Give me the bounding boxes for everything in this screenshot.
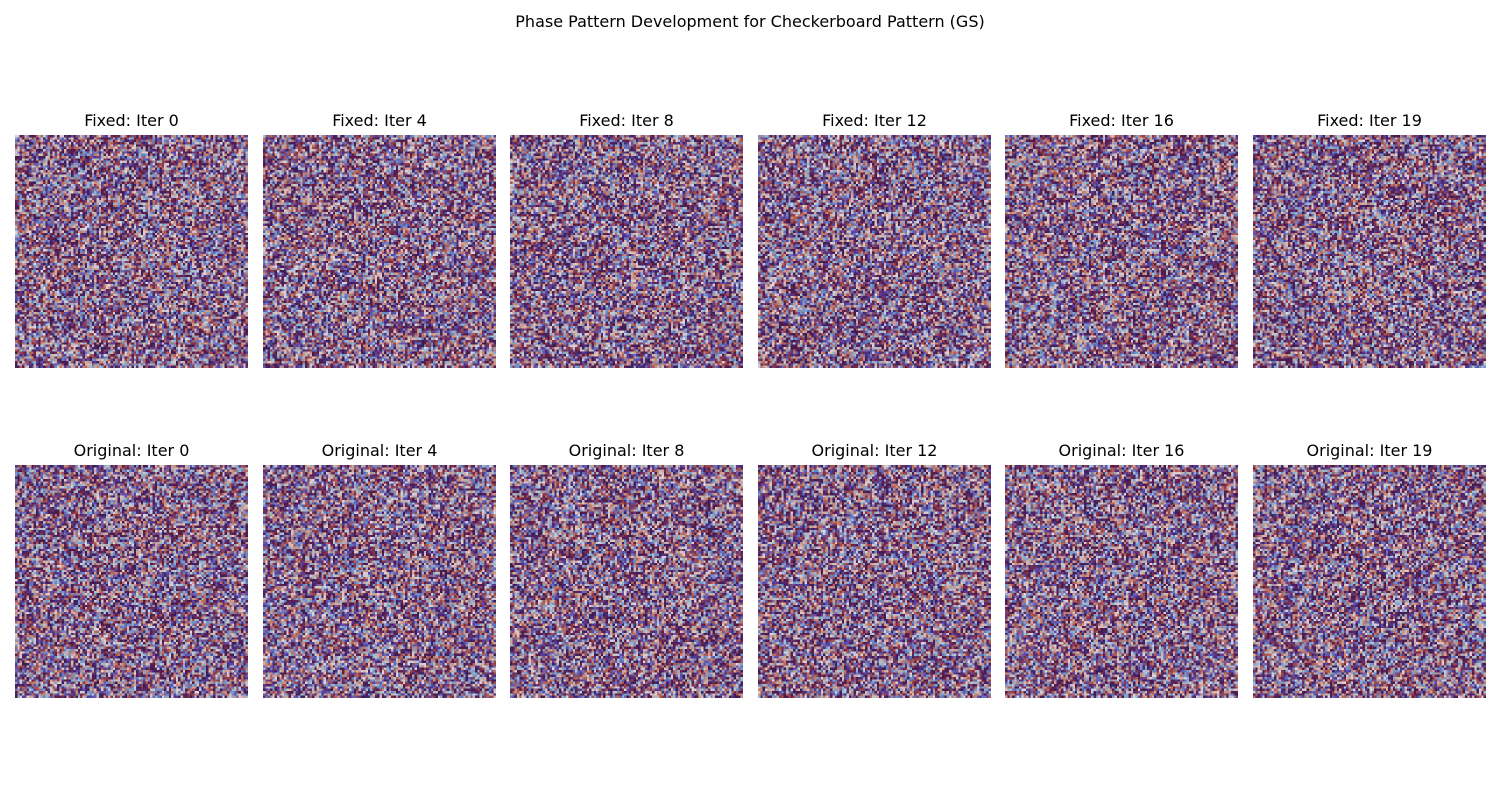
panel-title: Fixed: Iter 19 bbox=[1317, 111, 1422, 130]
panel-title: Original: Iter 16 bbox=[1058, 441, 1185, 460]
phase-map-fixed-iter-12 bbox=[758, 135, 991, 368]
phase-map-fixed-iter-0 bbox=[15, 135, 248, 368]
phase-map-original-iter-19 bbox=[1253, 465, 1486, 698]
phase-map-original-iter-4 bbox=[263, 465, 496, 698]
panel-title: Original: Iter 8 bbox=[568, 441, 685, 460]
panel-title: Fixed: Iter 12 bbox=[822, 111, 927, 130]
phase-map-fixed-iter-16 bbox=[1005, 135, 1238, 368]
panel-title: Original: Iter 4 bbox=[321, 441, 438, 460]
panel-title: Fixed: Iter 8 bbox=[579, 111, 674, 130]
panel-title: Fixed: Iter 16 bbox=[1069, 111, 1174, 130]
panel-title: Original: Iter 19 bbox=[1306, 441, 1433, 460]
phase-map-original-iter-16 bbox=[1005, 465, 1238, 698]
phase-map-fixed-iter-19 bbox=[1253, 135, 1486, 368]
phase-map-original-iter-0 bbox=[15, 465, 248, 698]
phase-map-original-iter-12 bbox=[758, 465, 991, 698]
panel-title: Original: Iter 0 bbox=[73, 441, 190, 460]
panel-title: Fixed: Iter 4 bbox=[332, 111, 427, 130]
figure-title: Phase Pattern Development for Checkerboa… bbox=[515, 12, 985, 31]
phase-map-fixed-iter-8 bbox=[510, 135, 743, 368]
phase-map-fixed-iter-4 bbox=[263, 135, 496, 368]
phase-map-original-iter-8 bbox=[510, 465, 743, 698]
panel-title: Fixed: Iter 0 bbox=[84, 111, 179, 130]
panel-title: Original: Iter 12 bbox=[811, 441, 938, 460]
